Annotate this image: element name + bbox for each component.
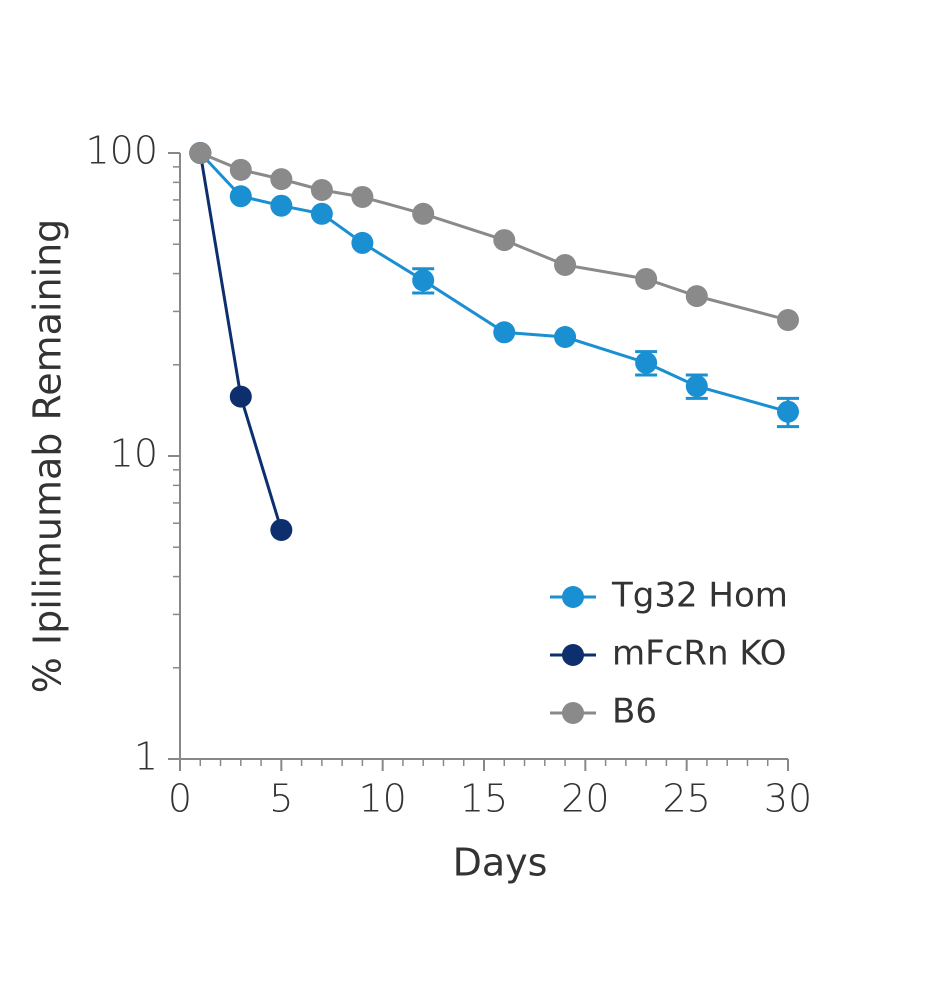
series-line — [199, 151, 789, 414]
legend-marker — [562, 586, 584, 608]
data-point — [777, 400, 799, 423]
data-point — [412, 269, 435, 292]
legend-label: Tg32 Hom — [611, 576, 788, 616]
data-point — [777, 309, 799, 332]
data-point — [270, 194, 293, 217]
x-axis-title: Days — [453, 841, 548, 885]
data-point — [229, 385, 252, 408]
y-tick-label: 100 — [85, 129, 158, 173]
data-point — [554, 326, 577, 349]
legend-marker — [562, 702, 584, 724]
legend-label: mFcRn KO — [612, 634, 787, 674]
data-point — [310, 202, 333, 225]
x-tick-label: 25 — [662, 777, 710, 821]
legend-marker — [562, 644, 584, 666]
x-tick-label: 5 — [269, 777, 293, 821]
x-tick-label: 0 — [168, 777, 192, 821]
x-tick-label: 15 — [460, 777, 508, 821]
data-point — [685, 375, 708, 398]
data-point — [270, 168, 293, 191]
data-point — [493, 321, 516, 344]
y-tick-label: 1 — [134, 735, 158, 779]
data-point — [229, 185, 252, 208]
x-tick-label: 30 — [764, 777, 812, 821]
data-point — [412, 202, 435, 225]
data-point — [229, 158, 252, 181]
data-point — [189, 142, 212, 164]
data-point — [685, 285, 708, 308]
x-tick-label: 10 — [358, 777, 406, 821]
data-point — [270, 518, 293, 541]
data-point — [554, 253, 577, 276]
y-axis-title: % Ipilimumab Remaining — [26, 219, 70, 694]
data-point — [635, 267, 658, 290]
legend-label: B6 — [612, 692, 657, 732]
x-tick-label: 20 — [561, 777, 609, 821]
data-point — [635, 351, 658, 374]
data-point — [310, 178, 333, 201]
y-tick-label: 10 — [110, 432, 158, 476]
series-line — [198, 152, 283, 531]
data-point — [351, 185, 374, 208]
data-point — [351, 231, 374, 254]
data-point — [493, 229, 516, 252]
